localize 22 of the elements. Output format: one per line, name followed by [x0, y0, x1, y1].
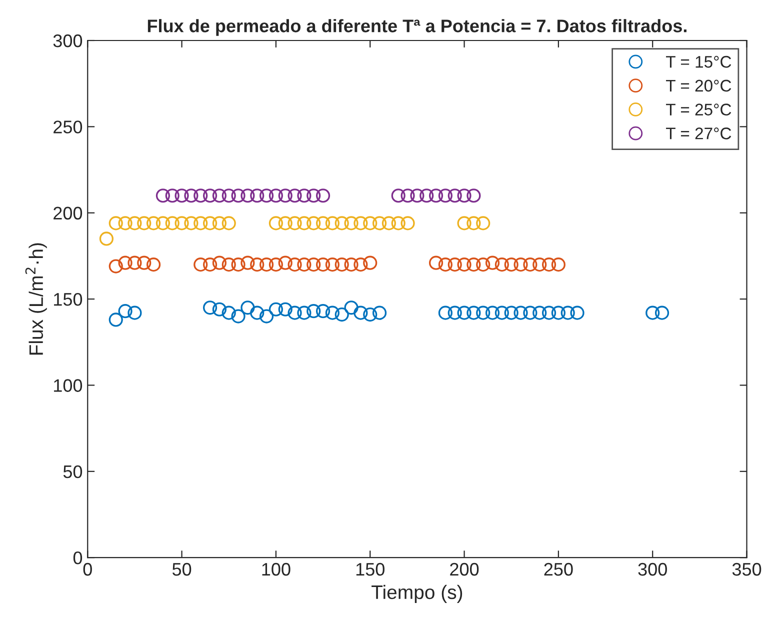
y-tick-label: 50 [63, 465, 82, 478]
legend-label: T = 27°C [666, 128, 732, 140]
x-tick-label: 300 [638, 562, 667, 576]
x-tick-label: 50 [172, 562, 192, 576]
x-tick-label: 200 [450, 562, 479, 576]
x-tick-label: 100 [262, 562, 290, 576]
y-tick-label: 0 [73, 552, 82, 564]
y-tick-label: 150 [54, 292, 82, 306]
x-tick-label: 350 [732, 562, 762, 576]
legend-label: T = 15°C [666, 56, 732, 68]
x-axis-title: Tiempo (s) [372, 584, 462, 603]
y-axis-title: Flux (L/m$^{2}$·h) [25, 243, 47, 355]
legend-label: T = 25°C [666, 104, 732, 116]
y-tick-label: 100 [54, 379, 82, 392]
x-tick-label: 0 [83, 562, 92, 576]
legend-label: T = 20°C [666, 80, 732, 92]
x-tick-label: 250 [544, 562, 573, 576]
y-tick-label: 250 [54, 120, 82, 134]
x-tick-label: 150 [356, 562, 384, 576]
y-tick-label: 200 [54, 206, 82, 220]
chart-title: Flux de permeado a diferente Tª a Potencia = 7. Datos filtrados. [148, 19, 686, 36]
y-tick-label: 300 [53, 34, 82, 48]
